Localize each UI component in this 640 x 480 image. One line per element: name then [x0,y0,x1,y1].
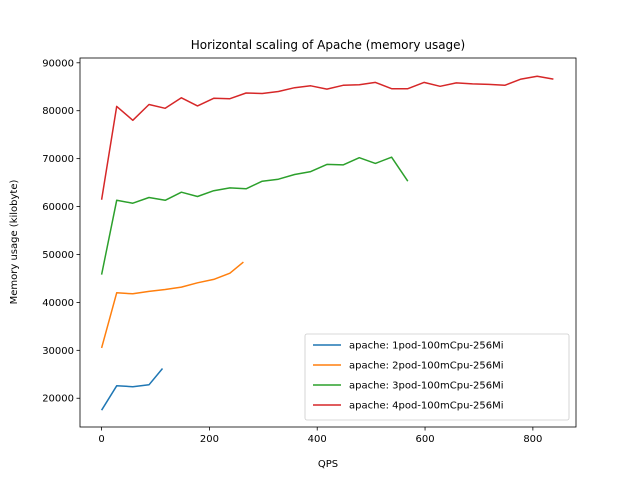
x-axis-label: QPS [318,459,338,470]
plot-area: 0 200 400 600 800 20000 30000 40000 50000 60000 70… [42,57,577,445]
y-tick-label: 20000 [42,394,74,405]
series-line-3 [100,156,409,275]
y-tick-label: 90000 [42,58,74,69]
x-tick-label: 200 [200,434,219,445]
legend-item: apache: 4pod-100mCpu-256Mi [313,401,504,412]
x-tick-label: 0 [98,434,104,445]
y-axis-label: Memory usage (kilobyte) [9,179,20,304]
y-tick-label: 70000 [42,154,74,165]
y-tick-label: 30000 [42,346,74,357]
y-tick-label: 50000 [42,250,74,261]
legend-label: apache: 3pod-100mCpu-256Mi [349,381,504,392]
series-line-1 [100,368,164,411]
legend-label: apache: 1pod-100mCpu-256Mi [349,341,504,352]
x-tick-label: 800 [523,434,542,445]
legend-label: apache: 2pod-100mCpu-256Mi [349,361,504,372]
series-line-2 [100,261,244,349]
y-tick-label: 80000 [42,106,74,117]
legend-item: apache: 2pod-100mCpu-256Mi [313,361,504,372]
legend: apache: 1pod-100mCpu-256Mi apache: 2pod-1… [304,333,570,421]
legend-item: apache: 3pod-100mCpu-256Mi [313,381,504,392]
axes-frame [79,57,577,428]
x-tick-label: 600 [415,434,434,445]
legend-box [304,333,570,421]
legend-label: apache: 4pod-100mCpu-256Mi [349,401,504,412]
legend-item: apache: 1pod-100mCpu-256Mi [313,341,504,352]
y-tick-label: 40000 [42,298,74,309]
series-line-4 [100,75,554,200]
x-tick-label: 400 [308,434,327,445]
chart-title: Horizontal scaling of Apache (memory usa… [191,38,465,52]
y-tick-label: 60000 [42,202,74,213]
